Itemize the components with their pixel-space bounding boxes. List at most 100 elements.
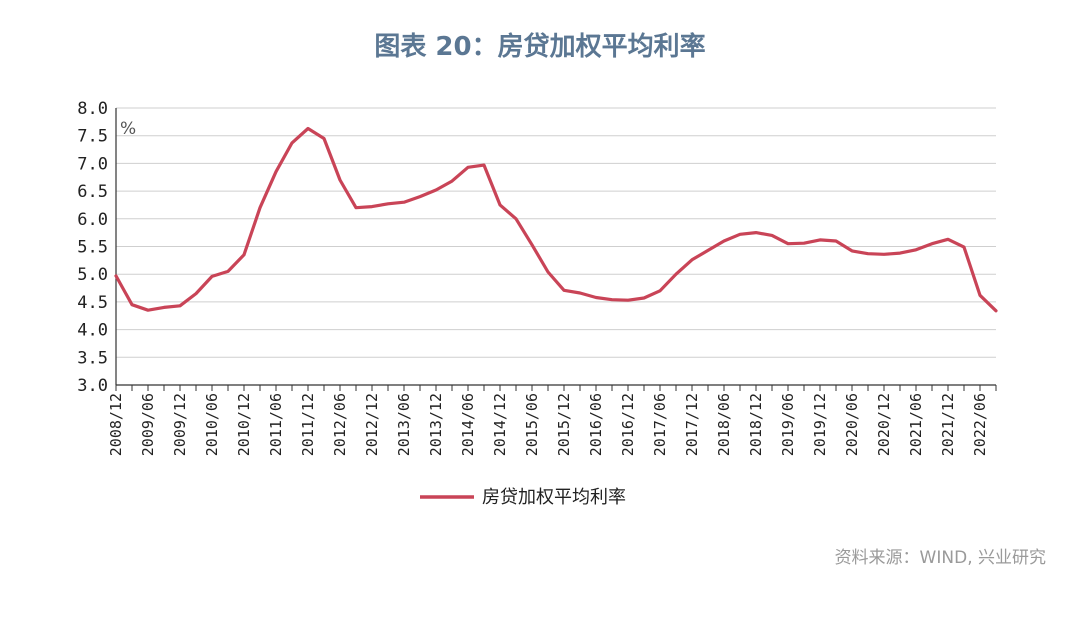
data-point bbox=[131, 303, 134, 306]
data-point bbox=[467, 166, 470, 169]
data-point bbox=[835, 240, 838, 243]
data-point bbox=[387, 202, 390, 205]
data-point bbox=[899, 252, 902, 255]
source-note: 资料来源：WIND, 兴业研究 bbox=[834, 548, 1046, 568]
x-tick-label: 2016/06 bbox=[587, 393, 605, 456]
x-tick-label: 2009/12 bbox=[171, 393, 189, 456]
data-point bbox=[419, 195, 422, 198]
x-axis: 2008/12 2009/06 2009/12 2010/06 2010/12 2011/… bbox=[107, 384, 997, 456]
data-point bbox=[499, 203, 502, 206]
data-point bbox=[627, 299, 630, 302]
data-point bbox=[211, 275, 214, 278]
data-point bbox=[787, 242, 790, 245]
data-point bbox=[595, 296, 598, 299]
data-point bbox=[291, 141, 294, 144]
data-point bbox=[323, 137, 326, 140]
x-tick-label: 2012/12 bbox=[363, 393, 381, 456]
y-tick-label: 7.0 bbox=[77, 154, 108, 174]
x-tick-label: 2011/12 bbox=[299, 393, 317, 456]
x-tick-label: 2010/12 bbox=[235, 393, 253, 456]
y-unit-label: % bbox=[120, 119, 136, 139]
data-point bbox=[691, 258, 694, 261]
data-point bbox=[915, 248, 918, 251]
x-tick-label: 2011/06 bbox=[267, 393, 285, 456]
data-point bbox=[579, 292, 582, 295]
data-point bbox=[675, 273, 678, 276]
data-point bbox=[275, 170, 278, 173]
x-tick-label: 2013/06 bbox=[395, 393, 413, 456]
data-point bbox=[723, 240, 726, 243]
data-point bbox=[771, 234, 774, 237]
x-tick-label: 2016/12 bbox=[619, 393, 637, 456]
data-point bbox=[227, 270, 230, 273]
y-tick-label: 3.0 bbox=[77, 376, 108, 396]
data-point bbox=[803, 242, 806, 245]
data-point bbox=[707, 249, 710, 252]
y-tick-label: 8.0 bbox=[77, 99, 108, 119]
data-point bbox=[931, 242, 934, 245]
y-tick-label: 4.0 bbox=[77, 321, 108, 341]
x-tick-label: 2018/12 bbox=[747, 393, 765, 456]
x-tick-label: 2014/06 bbox=[459, 393, 477, 456]
x-tick-label: 2020/06 bbox=[843, 393, 861, 456]
legend-label: 房贷加权平均利率 bbox=[482, 487, 626, 508]
data-point bbox=[963, 246, 966, 249]
data-point bbox=[883, 253, 886, 256]
data-point bbox=[643, 297, 646, 300]
x-tick-label: 2019/06 bbox=[779, 393, 797, 456]
data-point bbox=[435, 189, 438, 192]
data-point bbox=[531, 243, 534, 246]
x-tick-label: 2014/12 bbox=[491, 393, 509, 456]
data-point bbox=[659, 289, 662, 292]
x-tick-label: 2012/06 bbox=[331, 393, 349, 456]
x-tick-label: 2009/06 bbox=[139, 393, 157, 456]
x-tick-label: 2015/12 bbox=[555, 393, 573, 456]
data-point bbox=[307, 127, 310, 130]
data-point bbox=[819, 238, 822, 241]
y-tick-label: 3.5 bbox=[77, 348, 108, 368]
data-point bbox=[979, 294, 982, 297]
data-point bbox=[611, 298, 614, 301]
data-point bbox=[195, 292, 198, 295]
data-point bbox=[563, 289, 566, 292]
data-point bbox=[243, 253, 246, 256]
data-point bbox=[403, 201, 406, 204]
x-tick-label: 2013/12 bbox=[427, 393, 445, 456]
series-group bbox=[114, 126, 998, 313]
x-tick-label: 2021/06 bbox=[907, 393, 925, 456]
data-point bbox=[179, 304, 182, 307]
data-point bbox=[259, 206, 262, 209]
x-tick-label: 2022/06 bbox=[971, 393, 989, 456]
x-tick-label: 2021/12 bbox=[939, 393, 957, 456]
chart-title: 图表 20：房贷加权平均利率 bbox=[374, 32, 706, 62]
y-tick-label: 6.5 bbox=[77, 182, 108, 202]
series-line bbox=[114, 126, 998, 313]
legend: 房贷加权平均利率 bbox=[420, 487, 626, 508]
data-point bbox=[115, 274, 118, 277]
data-point bbox=[739, 233, 742, 236]
data-point bbox=[947, 238, 950, 241]
data-point bbox=[515, 217, 518, 220]
y-tick-label: 4.5 bbox=[77, 293, 108, 313]
x-tick-label: 2010/06 bbox=[203, 393, 221, 456]
x-tick-label: 2020/12 bbox=[875, 393, 893, 456]
x-tick-label: 2017/12 bbox=[683, 393, 701, 456]
data-point bbox=[483, 164, 486, 167]
grid-lines bbox=[116, 107, 996, 358]
x-tick-label: 2019/12 bbox=[811, 393, 829, 456]
data-point bbox=[451, 180, 454, 183]
data-point bbox=[995, 309, 998, 312]
data-point bbox=[755, 231, 758, 234]
y-tick-label: 6.0 bbox=[77, 210, 108, 230]
data-point bbox=[163, 306, 166, 309]
data-point bbox=[339, 179, 342, 182]
data-point bbox=[355, 206, 358, 209]
y-tick-label: 5.0 bbox=[77, 265, 108, 285]
data-point bbox=[851, 249, 854, 252]
data-point bbox=[371, 205, 374, 208]
x-tick-label: 2008/12 bbox=[107, 393, 125, 456]
x-tick-label: 2017/06 bbox=[651, 393, 669, 456]
y-tick-label: 7.5 bbox=[77, 127, 108, 147]
y-axis: 8.0 7.5 7.0 6.5 6.0 5.5 5.0 4.5 4.0 3.5 3.0 bbox=[77, 99, 117, 396]
